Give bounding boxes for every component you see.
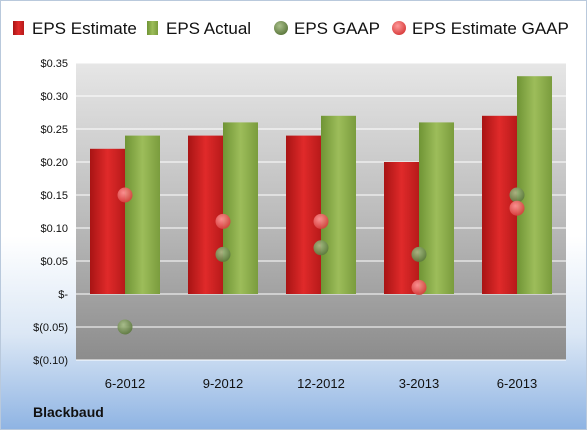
eps-gaap-point xyxy=(215,246,231,262)
legend: EPS Estimate EPS Actual EPS GAAP EPS Estima… xyxy=(13,19,569,38)
y-tick-label: $0.20 xyxy=(40,157,68,169)
eps-estimate-bar xyxy=(188,135,223,294)
y-tick-label: $0.05 xyxy=(40,256,68,268)
legend-label: EPS Estimate GAAP xyxy=(412,19,569,38)
eps-actual-bar xyxy=(125,135,160,294)
legend-swatch xyxy=(13,21,24,35)
legend-swatch xyxy=(147,21,158,35)
eps-gaap-point xyxy=(117,319,133,335)
eps-estimate-gaap-point xyxy=(313,213,329,229)
x-category-label: 12-2012 xyxy=(297,376,345,391)
y-tick-label: $(0.05) xyxy=(33,322,68,334)
x-category-label: 9-2012 xyxy=(203,376,243,391)
y-tick-label: $0.30 xyxy=(40,91,68,103)
eps-estimate-gaap-point xyxy=(215,213,231,229)
eps-estimate-gaap-point xyxy=(411,279,427,295)
eps-estimate-gaap-point xyxy=(117,187,133,203)
company-name: Blackbaud xyxy=(33,404,104,420)
legend-label: EPS GAAP xyxy=(294,19,380,38)
y-tick-label: $0.35 xyxy=(40,58,68,70)
x-category-label: 6-2012 xyxy=(105,376,145,391)
legend-swatch xyxy=(274,21,288,35)
legend-label: EPS Estimate xyxy=(32,19,137,38)
y-tick-label: $(0.10) xyxy=(33,355,68,367)
y-tick-label: $0.15 xyxy=(40,190,68,202)
eps-gaap-point xyxy=(313,240,329,256)
x-axis: 6-2012 9-2012 12-2012 3-2013 6-2013 xyxy=(105,376,537,391)
eps-gaap-point xyxy=(509,187,525,203)
points xyxy=(117,187,525,335)
y-tick-label: $0.10 xyxy=(40,223,68,235)
eps-gaap-point xyxy=(411,246,427,262)
y-axis: $0.35 $0.30 $0.25 $0.20 $0.15 $0.10 $0.05 $- $(0… xyxy=(33,58,68,367)
x-category-label: 6-2013 xyxy=(497,376,537,391)
y-tick-label: $- xyxy=(58,289,68,301)
eps-actual-bar xyxy=(321,115,356,294)
eps-actual-bar xyxy=(419,122,454,295)
eps-actual-bar xyxy=(517,76,552,294)
y-tick-label: $0.25 xyxy=(40,124,68,136)
eps-estimate-bar xyxy=(90,148,125,294)
eps-estimate-bar xyxy=(384,162,419,294)
eps-actual-bar xyxy=(223,122,258,295)
eps-estimate-gaap-point xyxy=(509,200,525,216)
bars xyxy=(90,76,552,295)
x-category-label: 3-2013 xyxy=(399,376,439,391)
legend-swatch xyxy=(392,21,406,35)
legend-label: EPS Actual xyxy=(166,19,251,38)
eps-estimate-bar xyxy=(286,135,321,294)
